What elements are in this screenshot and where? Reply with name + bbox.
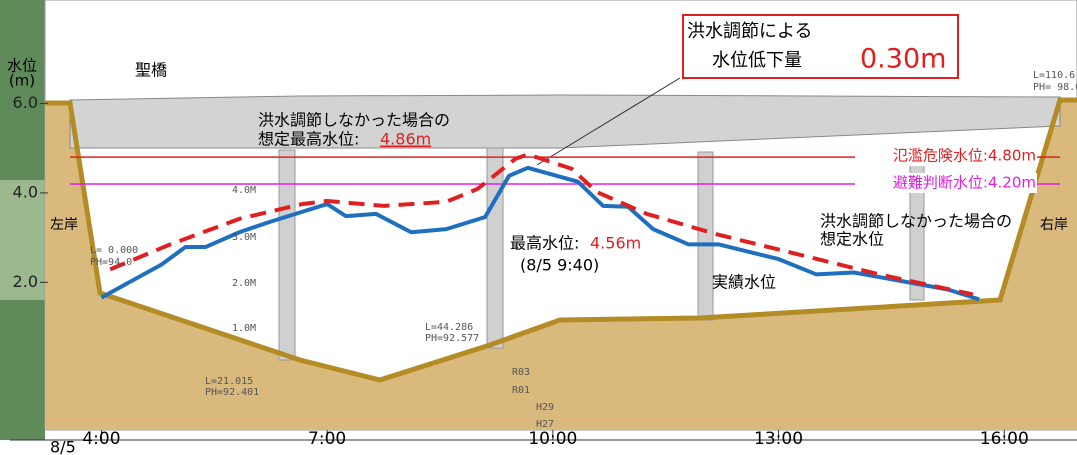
x-tick-label: 4:00 [82, 429, 120, 449]
drawing-note: PH=94.0 [90, 257, 132, 268]
annotation-box [682, 14, 959, 79]
piers [278, 147, 925, 361]
annotation-value: 4.86m [380, 130, 431, 149]
series-label: 実績水位 [712, 273, 776, 292]
leader [536, 77, 681, 166]
annotation-value: 0.30m [860, 44, 946, 75]
series-line [100, 165, 980, 302]
annotation: 洪水調節しなかった場合の [258, 111, 450, 130]
y-tick-label: 6.0 [13, 93, 38, 112]
bank-label: 右岸 [1040, 217, 1068, 233]
drawing-note: 2.0M [232, 278, 256, 289]
annotation: 水位低下量 [712, 50, 802, 71]
drawing-note: L=21.015 [205, 376, 253, 387]
drawing-note: H29 [536, 402, 554, 413]
y-axis-label: (m) [9, 72, 35, 90]
series-label: 洪水調節しなかった場合の [820, 212, 1012, 231]
bank-label: 左岸 [50, 217, 78, 233]
drawing-note: L= 0.000 [90, 245, 138, 256]
ground [45, 100, 1077, 430]
riverbed [45, 97, 1077, 383]
annotation: 想定最高水位: [258, 130, 359, 149]
bridge-label: 聖橋 [135, 61, 167, 80]
x-tick-label: 16:00 [980, 429, 1029, 449]
label-bg [855, 146, 1037, 167]
drawing-note: L=110.6 [1033, 70, 1075, 81]
annotation: 最高水位: [510, 234, 579, 253]
label-bg [855, 172, 1037, 193]
drawing-note: 1.0M [232, 323, 256, 334]
series-label: 想定水位 [820, 230, 884, 249]
reference-label: 氾濫危険水位:4.80m [893, 147, 1036, 165]
x-tick-label: 7:00 [308, 429, 346, 449]
y-axis-label: 水位 [7, 57, 37, 75]
y-tick-label: 4.0 [13, 182, 38, 201]
date-label: 8/5 [50, 438, 76, 455]
photo-strip [0, 180, 45, 300]
drawing-note: H27 [536, 419, 554, 430]
drawing-note: PH= 98.0 [1033, 82, 1077, 93]
drawing-note: L=44.286 [425, 322, 473, 333]
annotation: (8/5 9:40) [520, 256, 599, 275]
drawing-note: 4.0M [232, 185, 256, 196]
drawing-note: 3.0M [232, 232, 256, 243]
drawing-note: PH=92.577 [425, 333, 479, 344]
y-tick-label: 2.0 [13, 272, 38, 291]
x-tick-label: 13:00 [754, 429, 803, 449]
annotation-value: 4.56m [590, 234, 641, 253]
drawing-note: R01 [512, 385, 530, 396]
bridge [69, 94, 1061, 149]
series-line [109, 152, 974, 297]
drawing-note: PH=92.401 [205, 387, 259, 398]
reference-label: 避難判断水位:4.20m [893, 173, 1036, 191]
drawing-note: R03 [512, 367, 530, 378]
x-tick-label: 10:00 [528, 429, 577, 449]
annotation: 洪水調節による [687, 21, 812, 42]
